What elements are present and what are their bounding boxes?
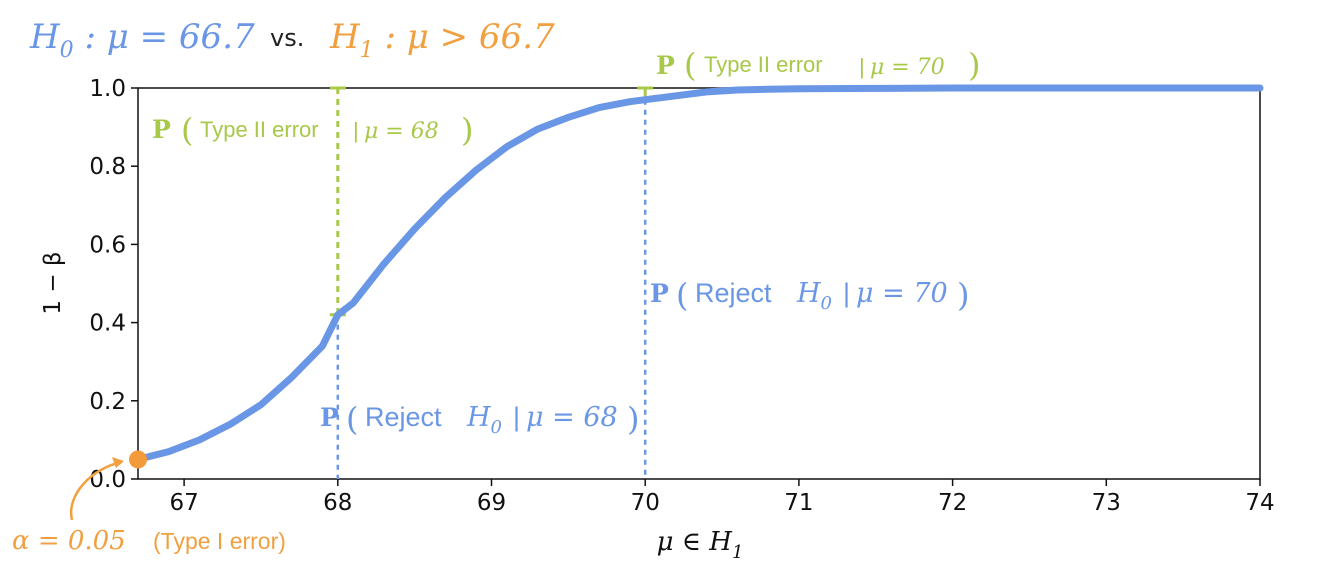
type2-70-text: Type II error xyxy=(704,52,823,77)
title-h1-sub: 1 xyxy=(360,38,374,63)
annotation-type2-68: P ( Type II error | μ = 68 ) xyxy=(152,111,473,149)
reject-70-h: H0 xyxy=(796,278,832,314)
alpha-text: (Type I error) xyxy=(153,528,286,554)
x-tick-label: 68 xyxy=(323,490,352,516)
x-axis-label: μ ∈ H1 xyxy=(657,527,744,563)
x-tick-label: 74 xyxy=(1245,490,1274,516)
x-tick-label: 73 xyxy=(1092,490,1121,516)
y-axis-label: 1 − β xyxy=(40,251,66,314)
reject-68-open-paren: ( xyxy=(346,400,358,438)
reject-68-math: μ = 68 xyxy=(526,402,618,433)
reject-68-close-paren: ) xyxy=(627,400,639,438)
x-tick-label: 70 xyxy=(631,490,660,516)
x-tick-label: 69 xyxy=(477,490,506,516)
reject-70-text: Reject xyxy=(695,278,772,308)
annotation-reject-68: P ( Reject H0 | μ = 68 ) xyxy=(320,400,639,438)
annotation-alpha: α = 0.05 (Type I error) xyxy=(12,457,286,556)
alpha-point xyxy=(129,450,147,469)
plot-frame xyxy=(137,87,1261,480)
annotation-reject-70: P ( Reject H0 | μ = 70 ) xyxy=(650,276,969,314)
reject-68-h: H0 xyxy=(466,402,502,438)
reject-70-open-paren: ( xyxy=(676,276,688,314)
svg-text:H0 : μ = 66.7: H0 : μ = 66.7 xyxy=(29,17,255,63)
y-tick-label: 1.0 xyxy=(89,76,126,102)
y-tick-label: 0.8 xyxy=(89,154,126,180)
axis-ticks: 67 68 69 70 71 72 73 74 0.0 0.2 0.4 0.6 0.8 1.0 xyxy=(89,76,1274,516)
x-tick-label: 71 xyxy=(784,490,813,516)
x-tick-label: 67 xyxy=(169,490,198,516)
reject-68-p: P xyxy=(320,403,339,432)
y-tick-label: 0.4 xyxy=(89,311,126,337)
type2-68-p: P xyxy=(152,115,171,144)
svg-text:H1 : μ > 66.7: H1 : μ > 66.7 xyxy=(329,17,555,63)
x-tick-label: 72 xyxy=(938,490,967,516)
chart-title: H0 : μ = 66.7 vs. H1 : μ > 66.7 xyxy=(29,17,555,63)
reject-70-p: P xyxy=(650,279,669,308)
power-curve-line xyxy=(134,84,1264,463)
y-tick-label: 0.6 xyxy=(89,232,126,258)
title-h0-rest: : μ = 66.7 xyxy=(74,17,255,57)
alpha-arrowhead-icon xyxy=(112,457,124,468)
reject-70-math: μ = 70 xyxy=(856,278,948,309)
power-curve-layer xyxy=(129,84,1264,469)
type2-70-open-paren: ( xyxy=(684,46,696,84)
type2-70-math: μ = 70 xyxy=(870,55,945,80)
y-tick-label: 0.0 xyxy=(89,467,126,493)
title-h0-sub: 0 xyxy=(60,38,74,63)
title-h1-rest: : μ > 66.7 xyxy=(374,17,555,57)
type2-70-bar: | xyxy=(859,54,865,79)
type2-68-open-paren: ( xyxy=(181,111,193,149)
reject-70-close-paren: ) xyxy=(957,276,969,314)
type2-68-math: μ = 68 xyxy=(364,119,439,144)
alpha-math: α = 0.05 xyxy=(12,526,126,556)
reject-68-bar: | xyxy=(513,402,520,432)
y-tick-label: 0.2 xyxy=(89,389,126,415)
type2-70-close-paren: ) xyxy=(968,46,980,84)
type2-70-p: P xyxy=(656,51,675,80)
type2-68-bar: | xyxy=(353,118,359,143)
title-h0-letter: H xyxy=(29,17,61,57)
title-vs: vs. xyxy=(270,24,304,52)
type2-68-text: Type II error xyxy=(200,117,319,142)
reject-68-text: Reject xyxy=(365,402,442,432)
reject-70-bar: | xyxy=(843,278,850,308)
annotation-type2-70: P ( Type II error | μ = 70 ) xyxy=(656,46,980,84)
title-h1-letter: H xyxy=(329,17,361,57)
alpha-arrow xyxy=(69,460,123,521)
type2-68-close-paren: ) xyxy=(461,111,473,149)
